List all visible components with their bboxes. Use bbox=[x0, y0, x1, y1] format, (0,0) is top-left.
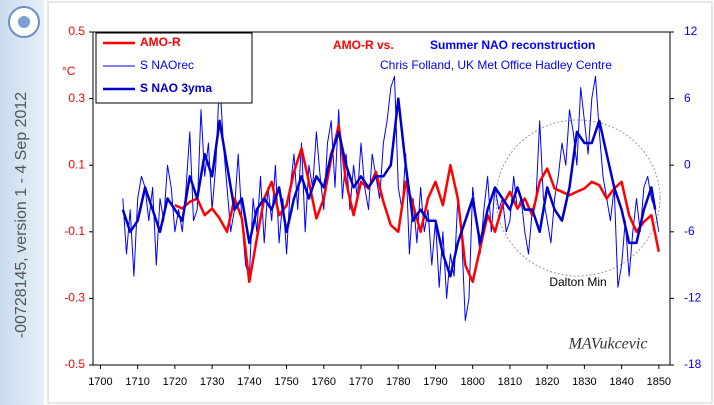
y2-tick-label: 0 bbox=[684, 157, 691, 171]
annotation: MAVukcevic bbox=[568, 336, 648, 353]
y-tick-label: 0.1 bbox=[68, 157, 85, 171]
legend-label: S NAOrec bbox=[140, 58, 194, 72]
y2-tick-label: 6 bbox=[684, 91, 691, 105]
y2-tick-label: 12 bbox=[684, 24, 698, 38]
x-tick-label: 1840 bbox=[609, 376, 633, 388]
side-strip bbox=[0, 0, 44, 405]
dalton-circle bbox=[495, 119, 661, 277]
x-tick-label: 1830 bbox=[572, 376, 596, 388]
title-part: Summer NAO reconstruction bbox=[430, 38, 595, 52]
x-tick-label: 1720 bbox=[163, 376, 187, 388]
annotation: Dalton Min bbox=[549, 275, 606, 289]
subtitle: Chris Folland, UK Met Office Hadley Cent… bbox=[380, 58, 612, 72]
y-tick-label: -0.1 bbox=[64, 224, 85, 238]
y-tick-label: 0.3 bbox=[68, 91, 85, 105]
y2-tick-label: -12 bbox=[684, 291, 702, 305]
y2-tick-label: -18 bbox=[684, 357, 702, 371]
x-tick-label: 1780 bbox=[386, 376, 410, 388]
series-line bbox=[174, 123, 661, 284]
x-tick-label: 1750 bbox=[274, 376, 298, 388]
x-tick-label: 1790 bbox=[423, 376, 447, 388]
x-tick-label: 1850 bbox=[647, 376, 671, 388]
title-part: AMO-R vs. bbox=[333, 38, 394, 52]
x-tick-label: 1740 bbox=[237, 376, 261, 388]
logo-center bbox=[18, 16, 30, 28]
y-tick-label: 0.5 bbox=[68, 24, 85, 38]
series-line bbox=[121, 97, 657, 278]
side-text: -00728145, version 1 - 4 Sep 2012 bbox=[13, 92, 30, 339]
x-tick-label: 1700 bbox=[88, 376, 112, 388]
legend bbox=[95, 32, 253, 104]
y2-tick-label: -6 bbox=[684, 224, 695, 238]
x-tick-label: 1730 bbox=[200, 376, 224, 388]
y-label: °C bbox=[62, 64, 76, 78]
y-tick-label: -0.3 bbox=[64, 291, 85, 305]
legend-label: S NAO 3yma bbox=[140, 81, 212, 95]
x-tick-label: 1810 bbox=[498, 376, 522, 388]
x-tick-label: 1820 bbox=[535, 376, 559, 388]
y-tick-label: -0.5 bbox=[64, 357, 85, 371]
x-tick-label: 1770 bbox=[349, 376, 373, 388]
x-tick-label: 1710 bbox=[125, 376, 149, 388]
x-tick-label: 1760 bbox=[312, 376, 336, 388]
legend-label: AMO-R bbox=[140, 35, 181, 49]
x-tick-label: 1800 bbox=[460, 376, 484, 388]
